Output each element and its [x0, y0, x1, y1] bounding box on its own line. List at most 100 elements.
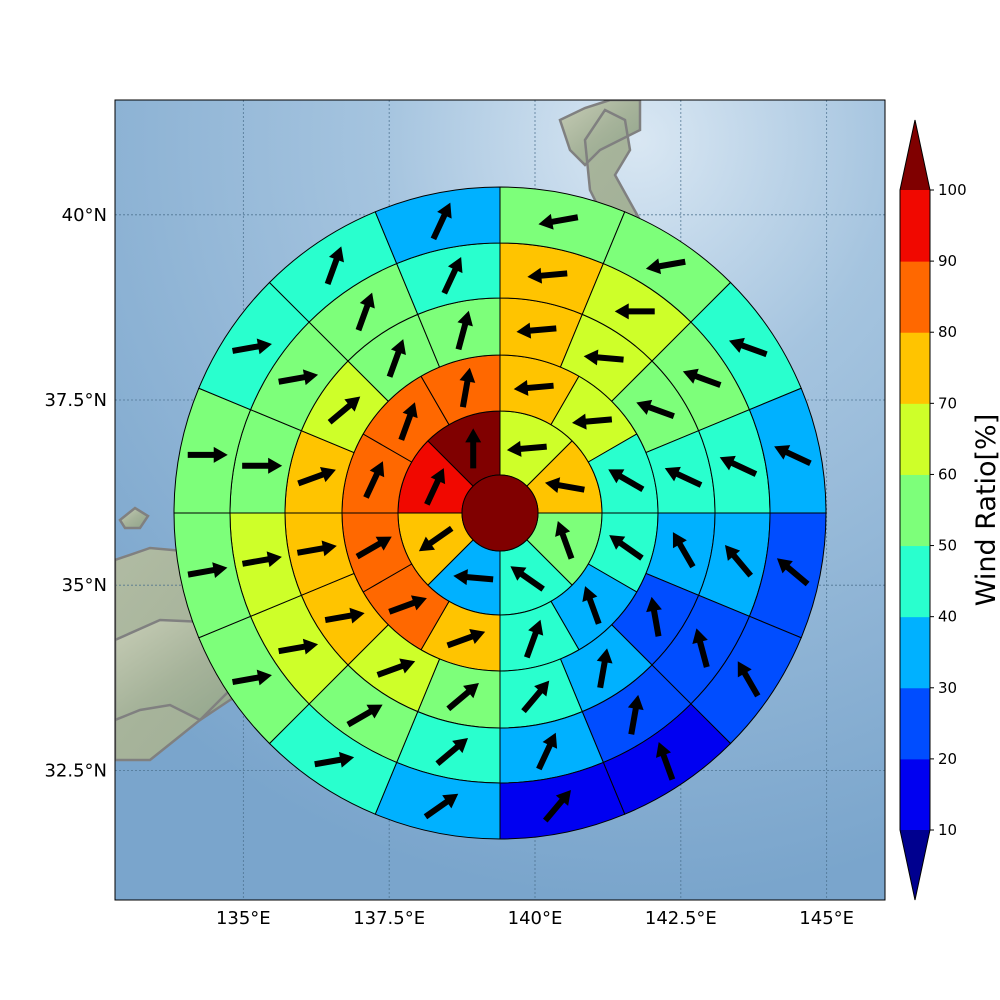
wind-arrow-shape [398, 402, 418, 441]
wind-arrow [664, 466, 703, 488]
wind-arrow-shape [527, 267, 568, 284]
wind-arrow-shape [513, 379, 554, 396]
y-tick-label: 35°N [62, 575, 107, 596]
wind-arrow-shape [465, 428, 482, 469]
colorbar-segment [900, 758, 930, 831]
wind-arrow-shape [614, 303, 655, 320]
wind-arrow-shape [645, 258, 686, 275]
colorbar-tick-label: 50 [938, 537, 957, 555]
x-tick-label: 142.5°E [645, 908, 717, 929]
colorbar-tick-label: 80 [938, 323, 957, 341]
wind-arrow-shape [441, 257, 463, 295]
wind-arrow [386, 339, 406, 378]
wind-arrow [187, 562, 228, 578]
wind-arrow-shape [363, 461, 385, 499]
wind-arrow-shape [242, 457, 283, 474]
wind-arrow [544, 477, 585, 494]
colorbar-tick-label: 40 [938, 608, 957, 626]
wind-arrow [278, 638, 319, 655]
wind-arrow-shape [544, 477, 585, 494]
wind-arrow-shape [0, 0, 8, 20]
wind-arrow [646, 596, 662, 637]
wind-arrow-shape [672, 532, 696, 569]
wind-arrow [0, 0, 8, 20]
wind-arrow [0, 0, 8, 20]
wind-arrow [430, 202, 452, 241]
wind-arrow-shape [314, 751, 355, 768]
wind-arrow-shape [241, 551, 282, 568]
wind-arrow [324, 607, 365, 624]
wind-arrow [446, 629, 486, 649]
colorbar-tick-label: 60 [938, 465, 957, 483]
y-tick-label: 32.5°N [44, 760, 107, 781]
wind-arrow [582, 586, 602, 625]
wind-arrow-shape [187, 562, 228, 578]
wind-arrow-shape [636, 399, 675, 420]
wind-arrow-shape [646, 596, 662, 637]
wind-arrow-shape [776, 558, 810, 587]
wind-arrow-shape [0, 0, 8, 20]
wind-arrow-shape [664, 466, 703, 488]
wind-arrow-shape [423, 793, 459, 820]
wind-arrow-shape [521, 680, 550, 714]
wind-arrow-shape [376, 658, 416, 678]
x-tick-label: 140°E [508, 908, 563, 929]
colorbar-tick-label: 70 [938, 394, 957, 412]
wind-arrow-shape [297, 467, 336, 487]
wind-arrow [242, 457, 283, 474]
wind-arrow-shape [0, 0, 8, 20]
wind-arrow-shape [582, 586, 602, 625]
wind-arrow-shape [346, 704, 383, 728]
wind-arrow-shape [232, 338, 272, 355]
wind-arrow [728, 337, 768, 358]
colorbar: 10 20 30 40 50 60 70 80 90 100 [899, 119, 967, 901]
map-frame [114, 99, 886, 901]
wind-arrow [523, 619, 544, 659]
wind-arrow-shape [0, 0, 8, 20]
wind-arrow-shape [0, 0, 8, 20]
wind-arrow-shape [232, 669, 272, 686]
wind-arrow [423, 793, 459, 820]
wind-arrow [636, 399, 675, 420]
wind-arrow [0, 0, 8, 20]
colorbar-tick-label: 90 [938, 252, 957, 270]
wind-arrow-shape [0, 0, 8, 20]
colorbar-segment [900, 474, 930, 547]
wind-arrow [327, 396, 361, 425]
y-tick-label: 40°N [62, 205, 107, 226]
wind-arrow [0, 0, 8, 20]
wind-arrow [774, 445, 812, 467]
wind-arrow [446, 683, 479, 712]
wind-arrow-shape [386, 339, 406, 378]
wind-arrow-shape [327, 396, 361, 425]
wind-arrow [0, 0, 8, 20]
wind-arrow [608, 469, 645, 492]
wind-arrow [645, 258, 686, 275]
x-tick-label: 137.5°E [353, 908, 425, 929]
wind-arrow-shape [0, 0, 8, 20]
wind-arrow-shape [724, 544, 753, 578]
coastline [558, 100, 642, 167]
wind-arrow-shape [596, 648, 613, 689]
colorbar-under-triangle [900, 830, 930, 900]
wind-arrow-shape [446, 629, 486, 649]
wind-arrow [388, 595, 427, 615]
colorbar-over-triangle [900, 120, 930, 190]
wind-arrow-shape [355, 292, 375, 332]
colorbar-tick-label: 30 [938, 679, 957, 697]
x-tick-label: 135°E [216, 908, 271, 929]
colorbar-tick-label: 10 [938, 821, 957, 839]
wind-arrow-shape [571, 413, 613, 430]
wind-arrow-shape [555, 520, 575, 560]
wind-arrow [355, 292, 375, 332]
wind-arrow [453, 569, 494, 586]
wind-sectors [173, 186, 827, 840]
wind-arrow [441, 257, 463, 295]
wind-arrow-shape [774, 445, 812, 467]
wind-arrow [516, 322, 557, 339]
wind-arrow-shape [0, 0, 8, 20]
wind-arrow-shape [583, 349, 624, 366]
wind-arrow-shape [655, 741, 676, 781]
wind-arrow-shape [719, 455, 758, 477]
